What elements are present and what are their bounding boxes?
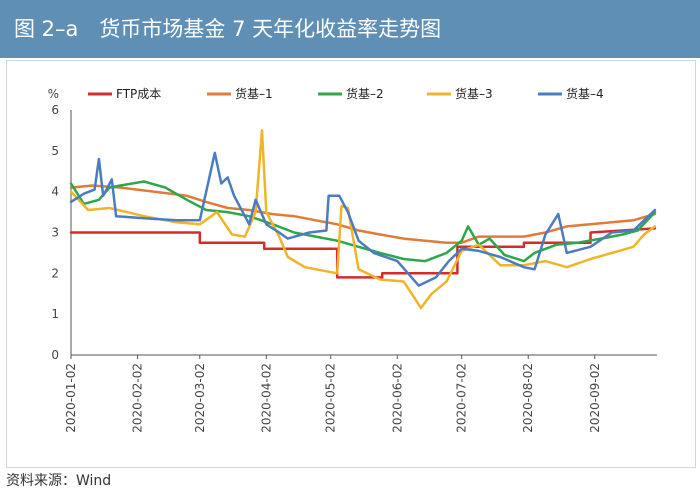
x-tick-label: 2020-02-02: [131, 363, 145, 433]
chart-legend: FTP成本 货基–1 货基–2 货基–3 货基–4: [88, 86, 604, 101]
x-tick-label: 2020-04-02: [259, 363, 273, 433]
x-tick-label: 2020-07-02: [455, 363, 469, 433]
y-tick-label: 4: [51, 185, 59, 199]
series-line-5: [69, 151, 657, 287]
x-tick-label: 2020-09-02: [588, 363, 602, 433]
y-tick-label: 0: [51, 348, 59, 362]
series-line-3: [69, 180, 657, 263]
legend-label-2: 货基–1: [235, 86, 273, 101]
chart-panel: [6, 60, 696, 468]
x-tick-label: 2020-03-02: [193, 363, 207, 433]
y-tick-label: 2: [51, 266, 59, 280]
series-lines: [69, 129, 657, 310]
source-note: 资料来源：Wind: [6, 473, 112, 489]
y-tick-label: 6: [51, 103, 59, 117]
y-axis-unit: %: [48, 87, 59, 101]
header-bar: 图 2–a 货币市场基金 7 天年化收益率走势图: [0, 0, 700, 58]
series-line-1: [69, 227, 657, 279]
legend-label-5: 货基–4: [566, 86, 604, 101]
x-tick-label: 2020-08-02: [521, 363, 535, 433]
x-tick-label: 2020-01-02: [64, 363, 78, 433]
legend-label-1: FTP成本: [116, 87, 161, 101]
figure-title: 图 2–a 货币市场基金 7 天年化收益率走势图: [14, 17, 442, 41]
chart-axes: [70, 110, 657, 359]
y-tick-label: 5: [51, 144, 59, 158]
x-axis-tick-labels: 2020-01-02 2020-02-02 2020-03-02 2020-04-02…: [64, 363, 602, 433]
series-line-2: [69, 184, 657, 244]
series-line-4: [69, 129, 657, 310]
x-tick-label: 2020-06-02: [390, 363, 404, 433]
y-tick-label: 3: [51, 226, 59, 240]
x-tick-label: 2020-05-02: [324, 363, 338, 433]
legend-label-3: 货基–2: [346, 86, 384, 101]
y-axis-tick-labels: 0 1 2 3 4 5 6%: [48, 87, 59, 362]
y-tick-label: 1: [51, 307, 59, 321]
legend-label-4: 货基–3: [455, 86, 493, 101]
